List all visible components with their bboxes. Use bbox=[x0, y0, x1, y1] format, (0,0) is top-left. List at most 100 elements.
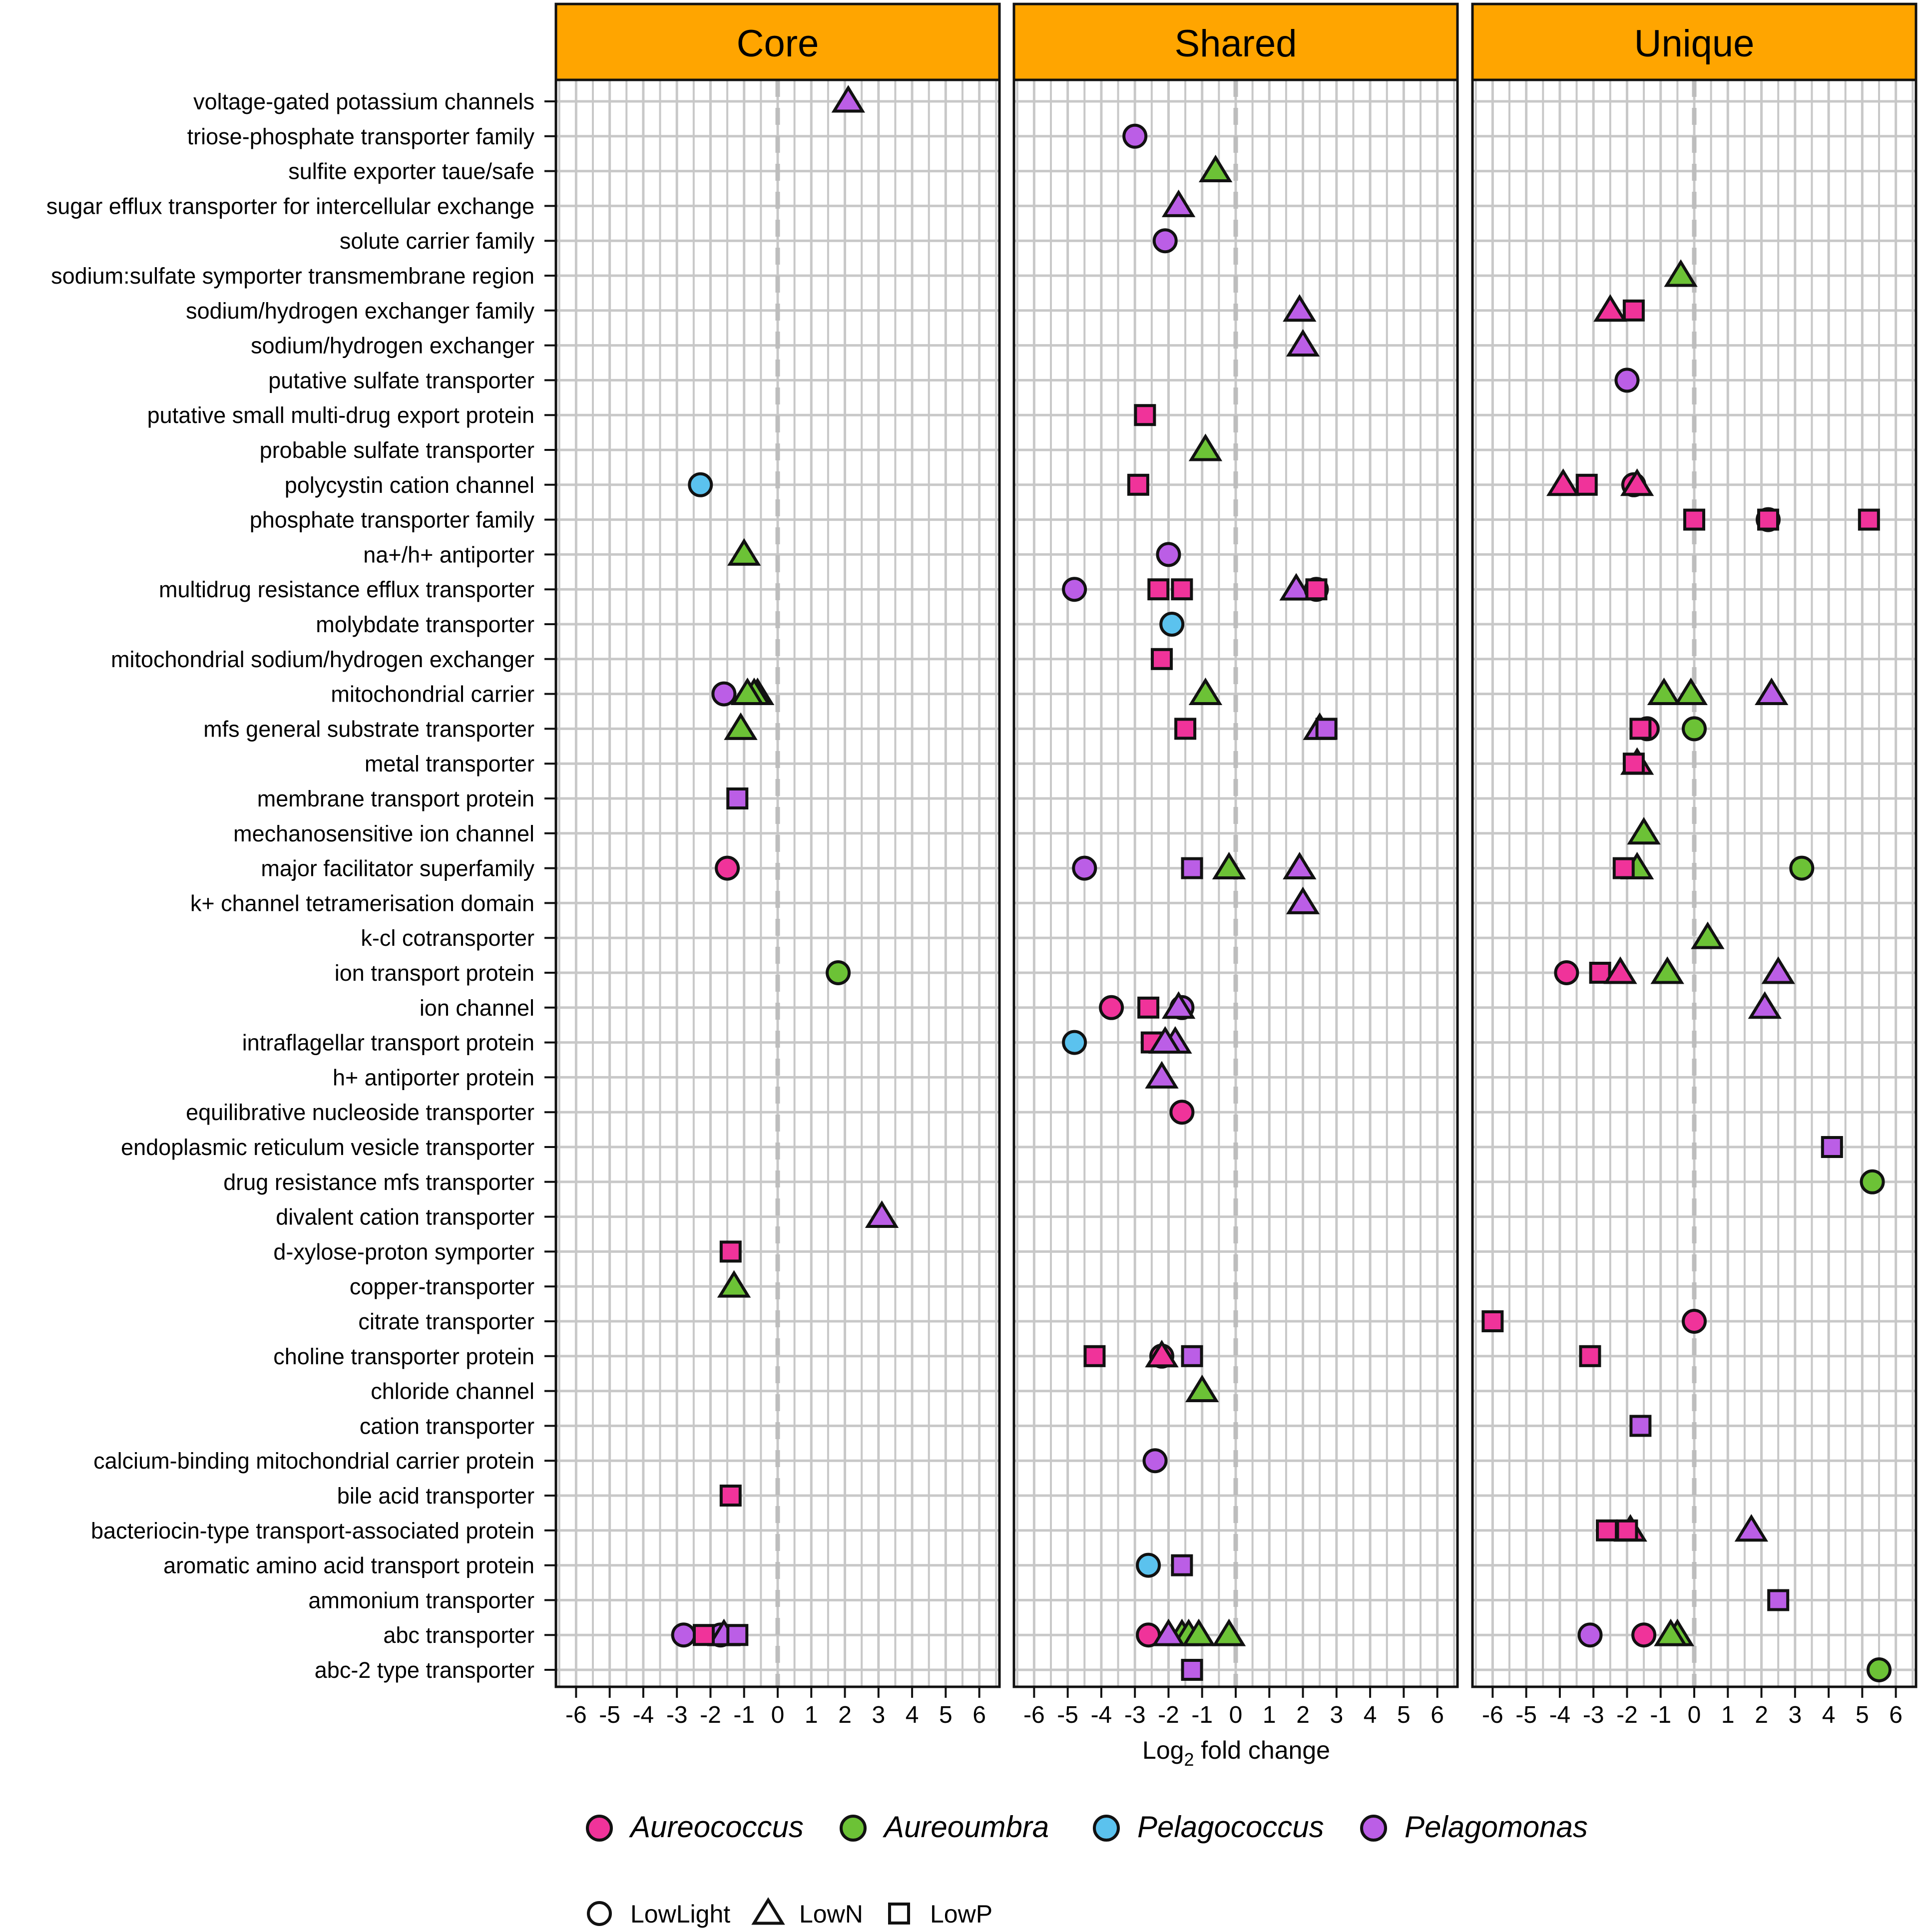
point-aureoumbra-lown bbox=[1691, 921, 1725, 949]
point-pelagomonas-lown bbox=[1151, 1618, 1186, 1646]
point-pelagomonas-lowp bbox=[726, 1624, 749, 1646]
point-aureoumbra-lown bbox=[1674, 677, 1708, 706]
y-tick-label: membrane transport protein bbox=[257, 786, 534, 811]
y-tick-label: triose-phosphate transporter family bbox=[187, 124, 535, 149]
y-tick-label: probable sulfate transporter bbox=[260, 437, 534, 463]
point-aureococcus-lowp bbox=[1629, 718, 1652, 740]
legend: Aureococcus Aureoumbra Pelagococcus Pelagom… bbox=[586, 1810, 1588, 1928]
point-pelagomonas-lowlight bbox=[671, 1622, 696, 1648]
y-tick-label: mfs general substrate transporter bbox=[203, 716, 534, 742]
point-pelagomonas-lowlight bbox=[1614, 368, 1640, 393]
point-aureococcus-lowp bbox=[1174, 718, 1197, 740]
y-tick-label: sodium/hydrogen exchanger family bbox=[186, 298, 534, 324]
point-aureococcus-lowp bbox=[1579, 1345, 1601, 1367]
legend-swatch bbox=[840, 1815, 867, 1842]
point-aureoumbra-lowlight bbox=[1682, 716, 1707, 742]
legend-shape-triangle bbox=[751, 1897, 785, 1925]
point-pelagomonas-lowp bbox=[1315, 718, 1338, 740]
point-pelagococcus-lowlight bbox=[1136, 1552, 1161, 1578]
legend-shape-circle bbox=[587, 1901, 612, 1926]
point-aureococcus-lowp bbox=[1134, 404, 1156, 426]
x-tick-label: -4 bbox=[1091, 1702, 1112, 1728]
point-pelagomonas-lown bbox=[1286, 886, 1320, 914]
x-tick-label: 0 bbox=[771, 1702, 785, 1728]
point-aureoumbra-lown bbox=[1212, 1618, 1246, 1646]
facet-panel-core: Core -6 -5 -4 -3 -2 -1 0 1 2 3 4 5 6 bbox=[554, 2, 1001, 1728]
legend-label: Pelagococcus bbox=[1137, 1810, 1324, 1844]
facet-header bbox=[554, 2, 1001, 81]
point-pelagomonas-lowp bbox=[1181, 1659, 1203, 1681]
x-tick-label: 0 bbox=[1688, 1702, 1701, 1728]
facet-title: Core bbox=[737, 22, 819, 65]
point-aureococcus-lowp bbox=[1305, 578, 1328, 601]
y-tick-label: mechanosensitive ion channel bbox=[233, 821, 534, 846]
point-aureococcus-lowp bbox=[1151, 648, 1173, 670]
point-pelagomonas-lowp bbox=[726, 787, 749, 809]
point-aureococcus-lowp bbox=[1683, 508, 1705, 531]
point-aureoumbra-lowlight bbox=[826, 960, 851, 985]
x-tick-label: -4 bbox=[1549, 1702, 1571, 1728]
facet-title: Unique bbox=[1634, 22, 1755, 65]
x-tick-label: 3 bbox=[1788, 1702, 1802, 1728]
x-tick-label: 4 bbox=[906, 1702, 919, 1728]
point-aureococcus-lowp bbox=[1757, 508, 1779, 531]
point-aureococcus-lown bbox=[1145, 1340, 1179, 1368]
x-tick-label: 3 bbox=[872, 1702, 885, 1728]
x-tick-label: 5 bbox=[1397, 1702, 1411, 1728]
point-aureoumbra-lown bbox=[1654, 1618, 1688, 1646]
legend-label: LowP bbox=[930, 1900, 992, 1928]
point-aureococcus-lowp bbox=[1147, 578, 1170, 601]
x-tick-label: 1 bbox=[1721, 1702, 1735, 1728]
facet-header bbox=[1012, 2, 1459, 81]
y-tick-label: ammonium transporter bbox=[308, 1587, 534, 1613]
point-aureococcus-lown bbox=[1546, 468, 1580, 496]
x-tick-label: -1 bbox=[1650, 1702, 1671, 1728]
point-aureoumbra-lown bbox=[1647, 677, 1681, 706]
point-aureoumbra-lown bbox=[724, 712, 758, 740]
point-aureoumbra-lown bbox=[1198, 154, 1233, 183]
point-pelagococcus-lowlight bbox=[1159, 612, 1185, 637]
point-aureoumbra-lown bbox=[730, 677, 765, 706]
y-tick-label: calcium-binding mitochondrial carrier pr… bbox=[93, 1448, 534, 1474]
point-aureococcus-lowp bbox=[1616, 1519, 1638, 1542]
point-pelagomonas-lown bbox=[1734, 1514, 1769, 1542]
y-tick-label: sulfite exporter taue/safe bbox=[288, 159, 534, 184]
x-tick-label: 2 bbox=[1755, 1702, 1768, 1728]
legend-label: Aureoumbra bbox=[883, 1810, 1049, 1844]
x-tick-label: 2 bbox=[838, 1702, 852, 1728]
legend-swatch bbox=[1093, 1815, 1120, 1842]
y-tick-label: k-cl cotransporter bbox=[361, 925, 534, 951]
point-aureoumbra-lown bbox=[727, 538, 761, 566]
legend-label: LowN bbox=[799, 1900, 863, 1928]
point-aureococcus-lown bbox=[1603, 956, 1637, 984]
x-tick-label: -3 bbox=[1124, 1702, 1146, 1728]
facet-panel-shared: Shared -6 -5 -4 -3 -2 -1 0 1 2 3 4 5 6 bbox=[1012, 2, 1459, 1728]
facet-title: Shared bbox=[1174, 22, 1297, 65]
x-tick-label: 4 bbox=[1822, 1702, 1836, 1728]
y-tick-label: polycystin cation channel bbox=[285, 472, 534, 498]
x-tick-label: 5 bbox=[939, 1702, 953, 1728]
y-tick-label: endoplasmic reticulum vesicle transporte… bbox=[121, 1135, 534, 1160]
legend-label: LowLight bbox=[630, 1900, 730, 1928]
y-tick-label: k+ channel tetramerisation domain bbox=[190, 890, 534, 916]
y-tick-label: solute carrier family bbox=[340, 228, 535, 254]
x-axis-label: Log2 fold change bbox=[1142, 1736, 1330, 1770]
point-aureococcus-lowp bbox=[1083, 1345, 1106, 1367]
point-aureococcus-lown bbox=[1593, 294, 1627, 322]
point-pelagomonas-lowp bbox=[1767, 1589, 1790, 1611]
point-pelagomonas-lowlight bbox=[1062, 577, 1087, 602]
point-aureococcus-lowp bbox=[1858, 508, 1880, 531]
point-pelagomonas-lown bbox=[865, 1200, 899, 1228]
point-pelagomonas-lowp bbox=[1171, 1554, 1193, 1576]
point-pelagomonas-lowlight bbox=[1577, 1622, 1603, 1648]
point-pelagomonas-lowlight bbox=[711, 681, 737, 707]
facet-header bbox=[1471, 2, 1918, 81]
point-aureococcus-lowp bbox=[1596, 1519, 1618, 1542]
legend-swatch bbox=[586, 1815, 613, 1842]
x-tick-label: -2 bbox=[1158, 1702, 1179, 1728]
x-axis-title: Log2 fold change bbox=[1142, 1736, 1330, 1770]
point-aureoumbra-lown bbox=[1185, 1374, 1219, 1403]
y-tick-label: copper-transporter bbox=[350, 1274, 534, 1299]
